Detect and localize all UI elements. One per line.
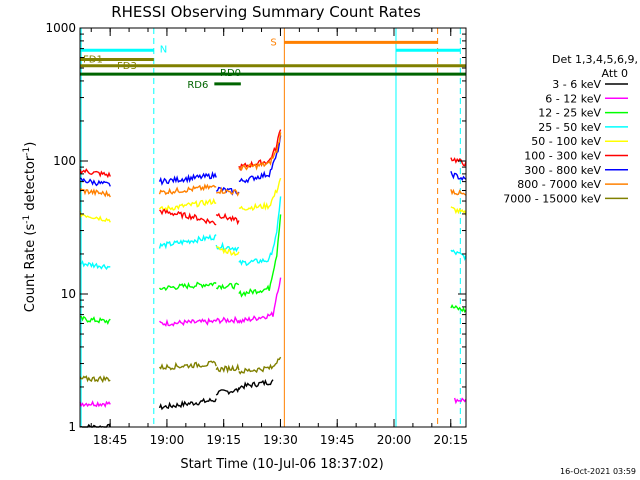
series-line-300-800-kev (238, 135, 282, 184)
chart-title: RHESSI Observing Summary Count Rates (111, 3, 421, 21)
series-line-25-50-kev (238, 196, 282, 267)
x-tick-label: 19:45 (320, 433, 355, 447)
state-label-rd0: RD0 (220, 68, 241, 79)
series-line-300-800-kev (79, 177, 111, 187)
state-label-fd1: FD1 (83, 54, 103, 65)
legend-entry-label: 800 - 7000 keV (517, 178, 601, 191)
series-line-12-25-kev (238, 214, 282, 298)
series-line-25-50-kev (215, 241, 240, 253)
series-line-6-12-kev (79, 400, 111, 408)
series-line-3-6-kev (238, 378, 274, 390)
series-line-12-25-kev (450, 304, 467, 313)
x-tick-label: 19:00 (150, 433, 185, 447)
legend-entry-label: 12 - 25 keV (538, 107, 601, 120)
series-line-50-100-kev (158, 197, 217, 213)
legend-entry-label: 6 - 12 keV (545, 92, 601, 105)
legend-header: Det 1,3,4,5,6,9, (552, 53, 638, 66)
series-line-6-12-kev (159, 317, 217, 327)
series-line-12-25-kev (79, 315, 111, 325)
series-line-300-800-kev (450, 171, 467, 182)
series-line-100-300-kev (159, 208, 217, 226)
series-line-7000-15000-kev (215, 363, 240, 374)
series-line-6-12-kev (453, 397, 467, 405)
series-line-3-6-kev (215, 387, 240, 396)
legend-entry-label: 25 - 50 keV (538, 121, 601, 134)
series-line-50-100-kev (238, 177, 282, 212)
series-line-50-100-kev (79, 211, 111, 223)
series-line-12-25-kev (215, 282, 240, 291)
y-tick-label: 10 (61, 287, 76, 301)
series-line-7000-15000-kev (238, 356, 282, 375)
x-tick-label: 20:15 (433, 433, 468, 447)
x-tick-label: 20:00 (377, 433, 412, 447)
timestamp: 16-Oct-2021 03:59 (560, 467, 636, 476)
series-line-25-50-kev (80, 259, 111, 271)
y-axis-label: Count Rate (s-1 detector-1) (22, 142, 38, 313)
series-line-50-100-kev (450, 206, 467, 216)
state-label-rd6: RD6 (187, 80, 208, 91)
series-line-100-300-kev (215, 212, 240, 226)
plot-frame (79, 27, 467, 428)
series-line-800-7000-kev (158, 183, 217, 196)
state-label-n: N (160, 44, 167, 55)
y-tick-label: 1000 (45, 21, 76, 35)
y-tick-label: 1 (68, 420, 76, 434)
y-tick-label: 100 (53, 154, 76, 168)
series-line-6-12-kev (215, 315, 240, 325)
state-label-s: S (270, 37, 276, 48)
legend-entry-label: 50 - 100 keV (531, 135, 601, 148)
series-line-100-300-kev (238, 129, 282, 172)
series-line-100-300-kev (450, 157, 467, 167)
series-line-800-7000-kev (79, 188, 111, 198)
series-line-800-7000-kev (238, 132, 282, 172)
series-line-300-800-kev (158, 170, 217, 186)
legend-entry-label: 100 - 300 keV (524, 150, 601, 163)
series-line-800-7000-kev (216, 186, 240, 197)
x-tick-label: 18:45 (93, 433, 128, 447)
series-line-25-50-kev (158, 233, 217, 250)
legend-entry-label: 3 - 6 keV (552, 78, 601, 91)
x-tick-label: 19:30 (263, 433, 298, 447)
series-line-800-7000-kev (450, 188, 467, 196)
legend-header-attenuator: Att 0 (602, 67, 628, 80)
series-line-7000-15000-kev (79, 375, 111, 384)
x-axis-label: Start Time (10-Jul-06 18:37:02) (180, 457, 383, 472)
series-line-7000-15000-kev (158, 360, 217, 371)
legend-entry-label: 300 - 800 keV (524, 164, 601, 177)
series-line-25-50-kev (450, 249, 467, 261)
series-line-100-300-kev (79, 168, 111, 179)
legend-entry-label: 7000 - 15000 keV (503, 192, 601, 205)
state-label-fd3: FD3 (117, 61, 137, 72)
series-line-50-100-kev (215, 245, 240, 257)
series-line-3-6-kev (158, 397, 217, 411)
x-tick-label: 19:15 (206, 433, 241, 447)
series-line-6-12-kev (238, 277, 282, 324)
series-line-12-25-kev (158, 281, 217, 292)
